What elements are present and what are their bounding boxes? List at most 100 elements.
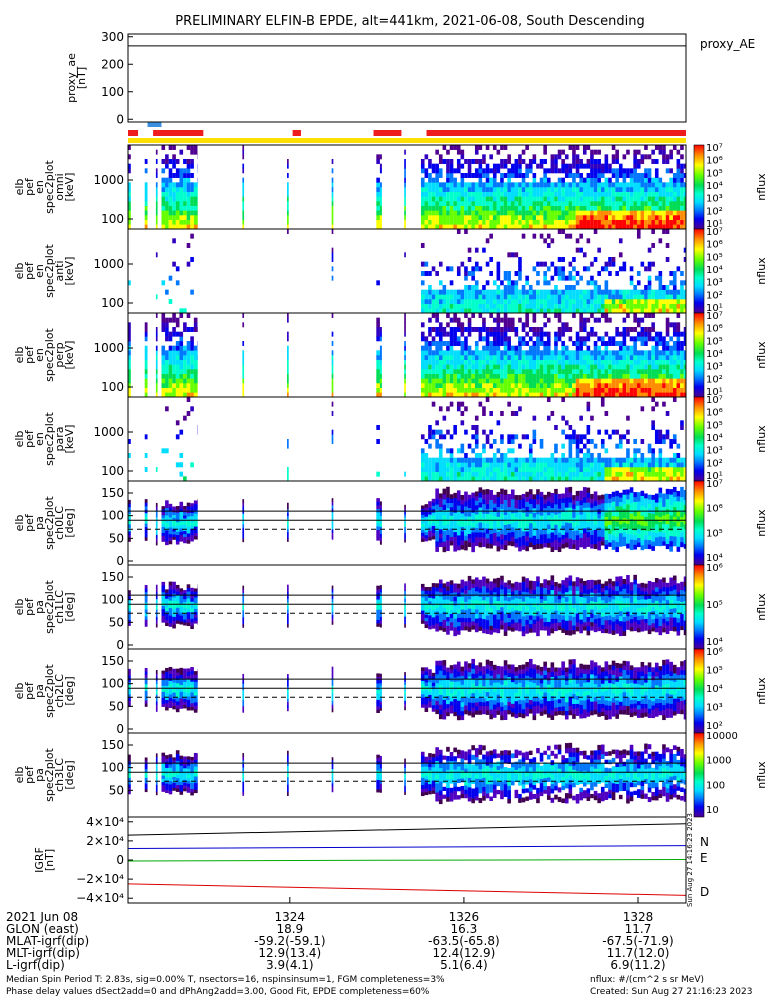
spectro-cell [615,355,619,360]
spectro-cell [557,522,562,528]
spectro-cell [561,229,565,234]
spectro-cell [564,201,569,206]
spectro-cell [482,537,486,543]
spectro-cell [539,359,544,365]
spectro-cell [593,257,598,262]
spectro-cell [420,476,425,482]
spectro-cell [543,280,547,286]
spectro-cell [568,512,573,519]
spectro-cell [514,373,519,379]
spectro-cell [568,187,573,192]
spectro-cell [518,182,522,188]
spectro-cell [460,299,465,304]
spectro-cell [662,457,666,463]
spectro-cell [478,177,483,183]
spectro-cell [242,369,245,374]
spectro-cell [446,201,450,206]
spectro-cell [633,492,637,498]
spectro-cell [543,467,547,472]
spectro-cell [175,387,180,393]
spectro-cell [518,499,522,505]
spectro-cell [600,378,605,384]
spectro-cell [586,467,591,472]
spectro-cell [622,541,627,547]
spectro-cell [485,168,490,174]
spectro-cell [669,535,673,542]
spectro-cell [683,215,686,220]
spectro-cell [568,378,573,384]
spectro-cell [528,467,533,472]
spectro-cell [554,509,558,515]
spectro-cell [435,541,439,547]
spectro-cell [532,159,537,164]
spectro-cell [435,476,439,482]
spectro-cell [579,201,583,206]
spectro-cell [654,219,659,225]
spectro-cell [478,512,483,518]
spectro-cell [564,210,569,216]
spectro-cell [579,359,583,365]
spectro-cell [604,429,609,435]
spectro-cell [435,509,439,516]
spectro-cell [579,462,583,468]
spectro-cell [658,476,663,482]
spectro-cell [521,512,526,518]
spectro-cell [331,411,334,416]
spectro-cell [467,467,472,472]
spectro-cell [597,177,601,183]
spectro-cell [539,439,544,444]
spectro-cell [640,341,645,346]
spectro-cell [456,495,461,501]
spectro-cell [449,462,454,468]
spectro-cell [525,210,529,216]
spectro-cell [183,355,187,360]
spectro-cell [514,350,519,356]
spectro-cell [485,219,490,225]
spectro-cell [528,159,533,164]
spectro-cell [175,525,180,529]
spectro-cell [564,294,569,300]
spectro-cell [165,317,169,323]
spectro-cell [420,511,425,515]
spectro-cell [532,182,537,188]
spectro-cell [564,187,569,192]
spectro-cell [179,331,184,337]
en-spectrogram-1 [128,145,686,230]
spectro-cell [435,530,439,537]
spectro-cell [456,383,461,388]
spectro-cell [492,303,497,309]
spectro-cell [428,187,432,192]
spectro-cell [464,350,468,356]
spectro-cell [242,149,245,155]
spectro-cell [485,187,490,192]
spectro-cell [586,383,591,388]
spectro-cell [554,425,558,430]
spectro-cell [449,201,454,206]
spectro-cell [546,471,551,477]
spectro-cell [507,154,511,160]
spectro-cell [662,359,666,365]
spectro-cell [331,429,334,435]
spectro-cell [561,383,565,388]
spectro-cell [376,210,380,216]
spectro-cell [518,271,522,276]
spectro-cell [557,355,562,360]
spectro-cell [626,369,630,374]
spectro-cell [172,345,176,351]
spectro-cell [464,215,468,220]
spectro-cell [471,471,475,477]
spectro-cell [193,383,198,388]
spectro-cell [618,492,623,498]
spectro-cell [658,224,663,230]
spectro-cell [640,520,645,526]
spectro-cell [651,345,655,351]
spectro-cell [528,205,533,211]
spectro-cell [168,533,173,538]
spectro-cell [449,515,454,520]
spectro-cell [442,493,447,500]
spectro-cell [662,159,666,164]
spectro-cell [600,536,605,542]
spectro-cell [464,364,468,370]
spectro-cell [464,275,468,281]
spectro-cell [420,224,425,230]
